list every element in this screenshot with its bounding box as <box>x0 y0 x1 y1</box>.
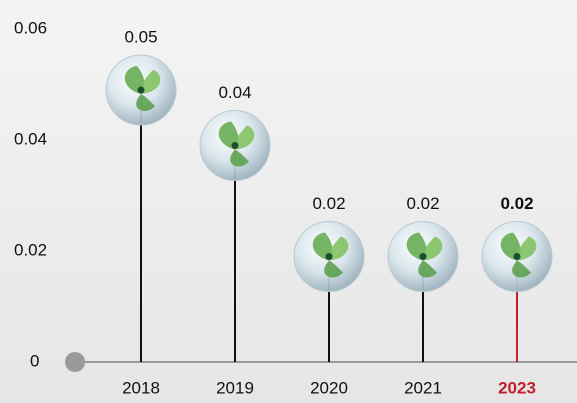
value-label: 0.02 <box>312 194 345 213</box>
leaf <box>234 125 255 150</box>
value-label: 0.02 <box>406 194 439 213</box>
y-tick-label: 0 <box>30 351 39 370</box>
x-tick-label: 2018 <box>122 378 160 397</box>
leaf <box>140 70 161 95</box>
y-tick-label: 0.06 <box>14 18 47 37</box>
leaf <box>136 94 155 111</box>
leaf <box>324 260 343 278</box>
x-tick-label: 2019 <box>216 378 254 397</box>
leaf <box>230 149 249 167</box>
x-tick-label: 2023 <box>498 378 536 397</box>
leaf <box>512 260 531 278</box>
y-tick-label: 0.02 <box>14 240 47 259</box>
value-label: 0.04 <box>218 83 251 102</box>
leaf <box>516 236 537 261</box>
dot <box>231 142 239 150</box>
dot <box>325 253 333 261</box>
dot <box>513 253 521 261</box>
x-tick-label: 2021 <box>404 378 442 397</box>
x-tick-label: 2020 <box>310 378 348 397</box>
leaf <box>422 236 443 261</box>
value-label: 0.05 <box>124 28 157 47</box>
leaf <box>418 260 437 278</box>
dot <box>137 86 145 94</box>
value-label: 0.02 <box>500 194 533 213</box>
baseline-dot <box>65 352 85 372</box>
dot <box>419 253 427 261</box>
y-tick-label: 0.04 <box>14 129 47 148</box>
leaf <box>328 236 349 261</box>
